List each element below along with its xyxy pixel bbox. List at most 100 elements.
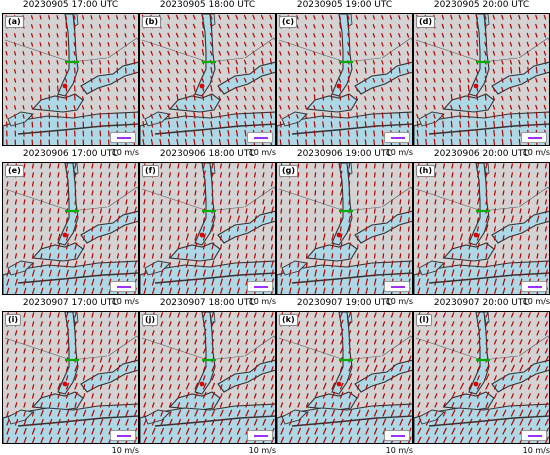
wind-vector: [100, 97, 101, 100]
wind-vector: [399, 122, 400, 127]
wind-vector: [366, 236, 367, 240]
wind-vector: [469, 367, 471, 371]
wind-vector: [382, 122, 383, 127]
wind-vector: [7, 367, 8, 371]
wind-vector: [477, 139, 478, 145]
wind-vector: [383, 394, 385, 398]
wind-vector: [221, 218, 222, 222]
wind-vector: [322, 61, 323, 64]
wind-vector: [281, 349, 283, 353]
wind-vector: [6, 34, 7, 37]
wind-vector: [544, 87, 545, 91]
wind-vector: [246, 254, 247, 258]
wind-vector: [7, 245, 8, 249]
wind-vector: [100, 43, 101, 46]
wind-vector: [151, 69, 153, 73]
wind-vector: [32, 106, 33, 109]
wind-vector: [366, 216, 367, 222]
sound-shape: [492, 62, 550, 94]
wind-vector: [84, 173, 85, 177]
wind-vector: [7, 227, 8, 231]
panel-label: (h): [416, 165, 435, 177]
wind-vector: [485, 112, 486, 118]
wind-vector: [161, 403, 163, 407]
wind-vector: [537, 173, 538, 177]
wind-vector: [125, 34, 126, 37]
wind-vector: [520, 313, 522, 317]
wind-vector: [460, 85, 461, 91]
wind-vector: [314, 16, 315, 19]
wind-vector: [195, 349, 197, 353]
wind-vector: [253, 42, 255, 46]
wind-vector: [109, 182, 110, 186]
wind-vector: [262, 87, 264, 91]
wind-vector: [477, 49, 478, 55]
wind-vector: [349, 254, 350, 258]
wind-vector: [272, 349, 274, 353]
wind-vector: [144, 340, 146, 344]
wind-vector: [399, 52, 400, 55]
wind-vector: [493, 51, 494, 55]
wind-vector: [109, 209, 110, 213]
wind-vector: [7, 218, 8, 222]
wind-vector: [135, 385, 136, 389]
wind-vector: [58, 200, 59, 204]
wind-vector: [228, 24, 230, 28]
wind-vector: [442, 42, 443, 46]
wind-vector: [187, 331, 189, 335]
wind-vector: [170, 236, 171, 240]
wind-vector: [459, 24, 460, 28]
wind-vector: [502, 121, 503, 127]
wind-vector: [435, 385, 437, 389]
wind-vector: [280, 122, 281, 127]
wind-vector: [298, 236, 299, 240]
wind-vector: [262, 15, 264, 19]
wind-vector: [461, 349, 463, 353]
wind-vector: [101, 349, 102, 353]
wind-vector: [315, 367, 317, 371]
wind-vector: [118, 340, 119, 344]
wind-vector: [160, 105, 162, 109]
wind-vector: [40, 25, 41, 28]
wind-vector: [452, 331, 454, 335]
wind-vector: [400, 164, 401, 168]
wind-vector: [322, 79, 323, 82]
wind-vector: [236, 24, 238, 28]
wind-vector: [399, 113, 400, 118]
wind-vector: [461, 383, 464, 389]
wind-vector: [434, 78, 435, 82]
wind-vector: [219, 51, 221, 55]
wind-vector: [512, 365, 515, 371]
wind-vector: [246, 313, 248, 317]
wind-vector: [281, 385, 283, 389]
wind-vector: [298, 358, 300, 362]
wind-vector: [23, 34, 24, 37]
wind-vector: [383, 331, 385, 335]
wind-vector: [546, 182, 547, 186]
wind-vector: [392, 209, 393, 213]
wind-vector: [442, 60, 443, 64]
wind-vector: [246, 191, 247, 195]
wind-vector: [168, 15, 170, 19]
wind-vector: [307, 385, 309, 389]
wind-vector: [195, 200, 196, 204]
wind-vector: [444, 313, 446, 317]
wind-vector: [519, 33, 520, 37]
wind-vector: [262, 24, 264, 28]
wind-vector: [221, 245, 222, 249]
wind-vector: [512, 349, 514, 353]
wind-vector: [493, 78, 494, 82]
wind-vector: [50, 227, 51, 231]
wind-vector: [101, 313, 102, 317]
wind-vector: [434, 121, 435, 127]
wind-vector: [134, 52, 135, 55]
wind-vector: [374, 140, 375, 145]
wind-vector: [272, 254, 273, 258]
wind-vector: [41, 358, 42, 362]
wind-vector: [503, 322, 505, 326]
wind-vector: [348, 77, 349, 82]
wind-vector: [418, 331, 420, 335]
wind-vector: [238, 313, 240, 317]
wind-vector: [469, 349, 471, 353]
wind-vector: [255, 394, 257, 398]
